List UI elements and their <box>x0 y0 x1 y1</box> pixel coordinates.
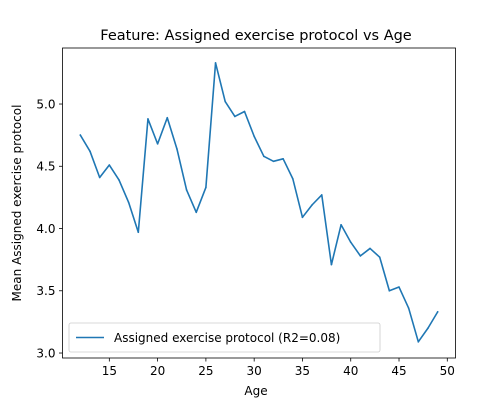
data-point <box>137 231 140 234</box>
data-point <box>89 150 91 153</box>
data-point <box>349 241 352 244</box>
data-point <box>301 216 304 219</box>
plot-area: 15 20 25 30 35 40 45 50 3.0 3.5 4.0 4.5 5.0 <box>36 47 456 378</box>
data-point <box>407 307 410 310</box>
data-point <box>330 263 333 266</box>
x-axis-label: Age <box>244 384 267 398</box>
data-point <box>398 286 400 288</box>
data-point <box>311 204 313 206</box>
data-point <box>108 164 111 166</box>
legend-label: Assigned exercise protocol (R2=0.08) <box>114 331 340 345</box>
data-point <box>185 189 188 191</box>
chart-title: Feature: Assigned exercise protocol vs A… <box>100 28 412 44</box>
y-axis: 3.0 3.5 4.0 4.5 5.0 <box>36 97 63 360</box>
data-point <box>214 62 217 64</box>
data-point <box>234 115 236 118</box>
data-point <box>98 176 101 179</box>
x-tick-label: 40 <box>343 364 358 378</box>
y-tick-label: 5.0 <box>36 97 55 111</box>
x-tick-label: 35 <box>295 364 310 378</box>
data-point <box>243 110 246 113</box>
data-point <box>127 201 130 204</box>
x-tick-label: 50 <box>440 364 455 378</box>
x-tick-label: 15 <box>102 364 117 378</box>
y-tick-label: 4.5 <box>36 160 55 174</box>
data-point <box>369 247 371 250</box>
y-tick-label: 3.5 <box>36 284 55 298</box>
y-axis-label: Mean Assigned exercise protocol <box>10 105 24 302</box>
series-line <box>79 62 439 343</box>
data-point <box>195 211 198 214</box>
x-tick-label: 30 <box>247 364 262 378</box>
data-point <box>359 255 362 257</box>
data-point <box>272 160 275 163</box>
y-tick-label: 3.0 <box>36 346 55 360</box>
x-tick-label: 25 <box>198 364 213 378</box>
y-tick-label: 4.0 <box>36 222 55 236</box>
data-point <box>79 134 82 136</box>
data-point <box>291 177 294 180</box>
data-point <box>436 311 439 313</box>
data-point <box>282 158 284 160</box>
x-axis: 15 20 25 30 35 40 45 50 <box>102 358 455 378</box>
data-point <box>320 194 323 196</box>
series-points <box>79 62 439 343</box>
data-point <box>176 148 178 150</box>
data-point <box>224 100 227 103</box>
data-point <box>340 223 342 226</box>
data-point <box>147 118 149 120</box>
data-point <box>166 116 169 119</box>
data-point <box>118 179 120 181</box>
x-tick-label: 45 <box>391 364 406 378</box>
data-point <box>388 289 391 292</box>
plot-frame <box>62 47 456 359</box>
data-point <box>263 155 265 158</box>
data-point <box>378 256 381 258</box>
data-point <box>253 135 255 138</box>
data-point <box>427 327 429 329</box>
legend: Assigned exercise protocol (R2=0.08) <box>68 322 381 353</box>
data-point <box>417 341 420 343</box>
x-tick-label: 20 <box>150 364 165 378</box>
data-point <box>205 186 207 189</box>
data-point <box>156 143 159 145</box>
legend-box <box>68 322 381 353</box>
